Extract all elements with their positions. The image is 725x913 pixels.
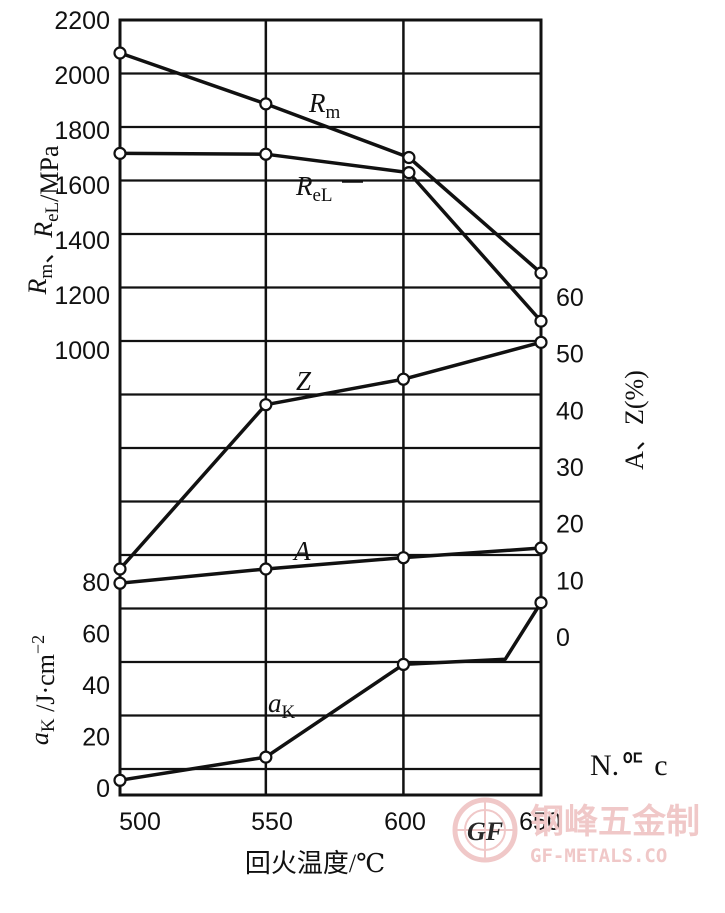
y-tick-label-strength: 1600 xyxy=(54,172,110,200)
data-point-aK xyxy=(534,595,548,610)
svg-text:GF: GF xyxy=(467,817,503,846)
y-tick-label-strength: 2200 xyxy=(54,7,110,35)
y-tick-label-elongation: 40 xyxy=(556,397,584,425)
data-point-aK xyxy=(259,750,273,764)
x-tick-label: 550 xyxy=(251,808,293,836)
watermark-logo: GF xyxy=(452,797,518,863)
series-line-Z xyxy=(118,340,542,571)
series-line-ReL xyxy=(119,151,543,323)
x-tick-label: 600 xyxy=(384,808,426,836)
data-point-Rm xyxy=(402,150,416,165)
y-tick-label-impact: 20 xyxy=(82,724,110,752)
data-point-Z xyxy=(113,562,127,576)
y-tick-label-strength: 2000 xyxy=(54,62,110,90)
y-tick-label-elongation: 30 xyxy=(556,454,584,482)
scan-marks: N.ᅂ c xyxy=(590,749,668,782)
data-point-A xyxy=(534,541,548,555)
data-point-Z xyxy=(259,398,273,412)
y-tick-label-elongation: 10 xyxy=(556,567,584,595)
x-tick-label: 650 xyxy=(519,808,561,836)
watermark-text-en: GF-METALS.CO xyxy=(530,845,667,867)
data-point-Rm xyxy=(113,46,127,60)
series-line-A xyxy=(119,546,542,585)
data-point-A xyxy=(259,562,273,576)
y-axis-title-impact: aK /J·cm−2 xyxy=(25,635,60,745)
data-point-ReL xyxy=(113,146,127,160)
data-point-A xyxy=(396,551,411,565)
data-point-ReL xyxy=(402,166,416,180)
watermark-text-cn: 钢峰五金制 xyxy=(530,802,700,842)
data-point-Rm xyxy=(534,266,548,280)
data-point-ReL xyxy=(259,147,273,161)
data-point-Z xyxy=(534,335,548,349)
y-tick-label-elongation: 20 xyxy=(556,511,584,539)
y-tick-label-strength: 1800 xyxy=(54,117,110,145)
data-point-ReL xyxy=(534,314,548,328)
axis-layer: 500 550 600 6501000120014001600180020002200… xyxy=(54,7,583,836)
y-axis-title-elongation: A、Z(%) xyxy=(620,370,649,470)
watermark: N.ᅂ c GF 钢峰五金制 GF-METALS.CO xyxy=(452,749,700,867)
data-point-aK xyxy=(396,657,411,672)
series-label-Z: Z xyxy=(296,366,312,396)
y-tick-label-impact: 60 xyxy=(82,621,110,649)
data-point-aK xyxy=(113,773,127,787)
label-layer: Rm、ReL/MPa aK /J·cm−2 A、Z(%) 回火温度/℃ Rm ReL Z Aa… xyxy=(23,88,649,878)
data-point-A xyxy=(113,576,127,590)
y-tick-label-elongation: 50 xyxy=(556,341,584,369)
y-tick-label-elongation: 60 xyxy=(556,284,584,312)
data-point-Rm xyxy=(259,97,273,111)
series-label-A: A xyxy=(292,536,311,566)
y-tick-label-impact: 80 xyxy=(82,569,110,597)
grid-layer xyxy=(120,20,541,795)
y-tick-label-strength: 1400 xyxy=(54,227,110,255)
series-layer xyxy=(113,46,548,787)
y-tick-label-elongation: 0 xyxy=(556,624,570,652)
x-axis-title: 回火温度/℃ xyxy=(245,849,385,878)
y-tick-label-strength: 1000 xyxy=(54,337,110,365)
series-line-aK xyxy=(119,601,543,783)
series-label-aK: aK xyxy=(268,688,296,723)
data-point-Z xyxy=(396,372,411,386)
y-tick-label-strength: 1200 xyxy=(54,282,110,310)
x-tick-label: 500 xyxy=(119,808,161,836)
y-tick-label-impact: 40 xyxy=(82,672,110,700)
y-axis-title-strength: Rm、ReL/MPa xyxy=(23,145,64,295)
series-label-ReL: ReL xyxy=(295,171,333,206)
plot-frame xyxy=(118,18,543,797)
series-line-Rm xyxy=(119,51,543,275)
y-tick-label-impact: 0 xyxy=(96,775,110,803)
series-label-Rm: Rm xyxy=(308,88,341,123)
